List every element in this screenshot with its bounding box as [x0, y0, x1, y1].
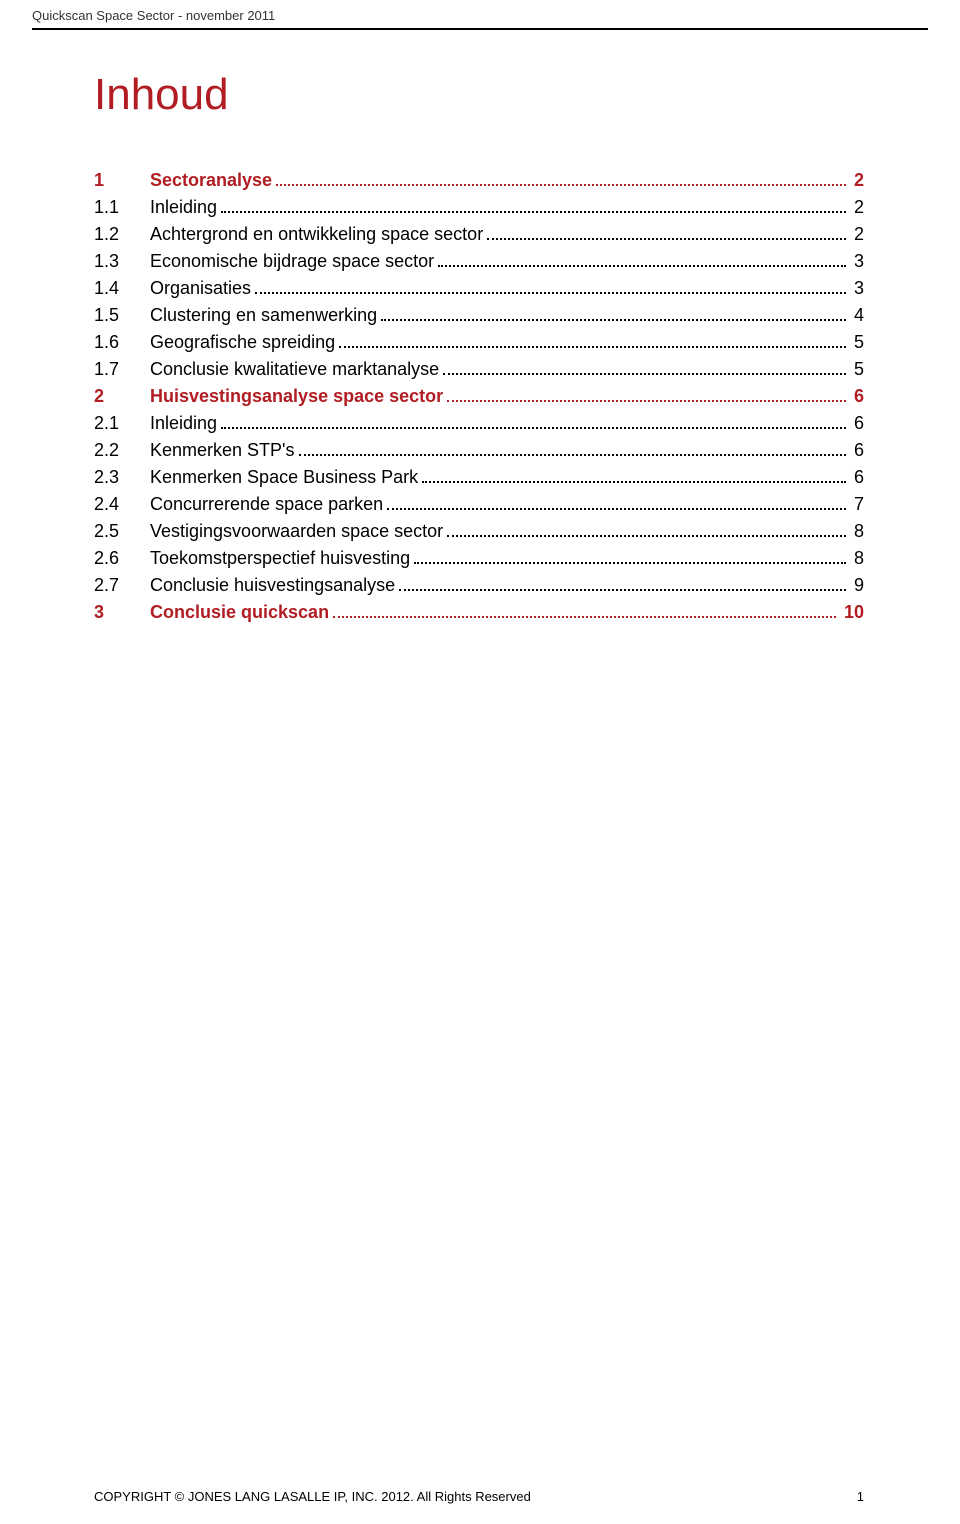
toc-leader-dots — [414, 562, 846, 564]
toc-leader-dots — [381, 319, 846, 321]
toc-number: 1.7 — [94, 359, 150, 380]
toc-page: 8 — [850, 548, 864, 569]
toc-number: 2.6 — [94, 548, 150, 569]
toc-entry[interactable]: 1.3Economische bijdrage space sector 3 — [94, 251, 864, 272]
toc-page: 10 — [840, 602, 864, 623]
toc-entry[interactable]: 1.4Organisaties 3 — [94, 278, 864, 299]
toc-entry[interactable]: 2Huisvestingsanalyse space sector 6 — [94, 386, 864, 407]
toc-entry[interactable]: 1.2Achtergrond en ontwikkeling space sec… — [94, 224, 864, 245]
header-text: Quickscan Space Sector - november 2011 — [32, 8, 275, 23]
toc-entry[interactable]: 1.5Clustering en samenwerking 4 — [94, 305, 864, 326]
toc-page: 6 — [850, 413, 864, 434]
toc-leader-dots — [221, 211, 846, 213]
toc-page: 6 — [850, 467, 864, 488]
toc-number: 1.4 — [94, 278, 150, 299]
toc-leader-dots — [487, 238, 846, 240]
toc-entry[interactable]: 1.1Inleiding 2 — [94, 197, 864, 218]
toc-leader-dots — [221, 427, 846, 429]
toc-number: 2.4 — [94, 494, 150, 515]
toc-leader-dots — [443, 373, 846, 375]
toc-number: 2.2 — [94, 440, 150, 461]
toc-label: Conclusie kwalitatieve marktanalyse — [150, 359, 439, 380]
toc-page: 2 — [850, 224, 864, 245]
page-title: Inhoud — [94, 70, 229, 120]
footer: COPYRIGHT © JONES LANG LASALLE IP, INC. … — [94, 1489, 864, 1504]
toc-label: Huisvestingsanalyse space sector — [150, 386, 443, 407]
toc-entry[interactable]: 2.5Vestigingsvoorwaarden space sector 8 — [94, 521, 864, 542]
toc-leader-dots — [399, 589, 846, 591]
toc-label: Conclusie quickscan — [150, 602, 329, 623]
toc-leader-dots — [299, 454, 846, 456]
toc-label: Geografische spreiding — [150, 332, 335, 353]
toc-page: 7 — [850, 494, 864, 515]
page: Quickscan Space Sector - november 2011 I… — [0, 0, 960, 1524]
toc-leader-dots — [438, 265, 846, 267]
toc-leader-dots — [447, 535, 846, 537]
toc-label: Inleiding — [150, 197, 217, 218]
copyright-text: COPYRIGHT © JONES LANG LASALLE IP, INC. … — [94, 1489, 531, 1504]
toc-number: 3 — [94, 602, 150, 623]
toc-leader-dots — [447, 400, 846, 402]
toc-label: Concurrerende space parken — [150, 494, 383, 515]
toc-page: 8 — [850, 521, 864, 542]
toc-page: 6 — [850, 386, 864, 407]
toc-number: 1.6 — [94, 332, 150, 353]
toc-label: Kenmerken STP's — [150, 440, 295, 461]
toc-entry[interactable]: 2.3Kenmerken Space Business Park 6 — [94, 467, 864, 488]
toc-page: 3 — [850, 251, 864, 272]
toc-page: 5 — [850, 332, 864, 353]
toc-label: Sectoranalyse — [150, 170, 272, 191]
toc-entry[interactable]: 2.7Conclusie huisvestingsanalyse 9 — [94, 575, 864, 596]
toc-number: 1.1 — [94, 197, 150, 218]
toc-page: 6 — [850, 440, 864, 461]
toc-page: 9 — [850, 575, 864, 596]
toc-number: 1.5 — [94, 305, 150, 326]
toc-label: Organisaties — [150, 278, 251, 299]
toc-leader-dots — [276, 184, 846, 186]
toc-leader-dots — [422, 481, 846, 483]
toc-number: 2.5 — [94, 521, 150, 542]
toc-entry[interactable]: 2.1Inleiding 6 — [94, 413, 864, 434]
toc-entry[interactable]: 2.2Kenmerken STP's 6 — [94, 440, 864, 461]
toc-entry[interactable]: 1.7Conclusie kwalitatieve marktanalyse 5 — [94, 359, 864, 380]
toc-entry[interactable]: 1Sectoranalyse 2 — [94, 170, 864, 191]
toc-label: Kenmerken Space Business Park — [150, 467, 418, 488]
toc-entry[interactable]: 2.6Toekomstperspectief huisvesting 8 — [94, 548, 864, 569]
toc-label: Inleiding — [150, 413, 217, 434]
toc-page: 4 — [850, 305, 864, 326]
toc-number: 2.1 — [94, 413, 150, 434]
toc-page: 5 — [850, 359, 864, 380]
toc-number: 2 — [94, 386, 150, 407]
table-of-contents: 1Sectoranalyse21.1Inleiding21.2Achtergro… — [94, 170, 864, 629]
toc-entry[interactable]: 2.4Concurrerende space parken 7 — [94, 494, 864, 515]
toc-page: 3 — [850, 278, 864, 299]
toc-leader-dots — [333, 616, 836, 618]
toc-page: 2 — [850, 197, 864, 218]
toc-number: 1.2 — [94, 224, 150, 245]
toc-number: 2.7 — [94, 575, 150, 596]
page-number: 1 — [857, 1489, 864, 1504]
toc-page: 2 — [850, 170, 864, 191]
toc-leader-dots — [387, 508, 846, 510]
toc-label: Vestigingsvoorwaarden space sector — [150, 521, 443, 542]
toc-label: Achtergrond en ontwikkeling space sector — [150, 224, 483, 245]
toc-number: 2.3 — [94, 467, 150, 488]
header-rule — [32, 28, 928, 30]
toc-entry[interactable]: 3Conclusie quickscan 10 — [94, 602, 864, 623]
toc-leader-dots — [255, 292, 846, 294]
toc-number: 1.3 — [94, 251, 150, 272]
toc-leader-dots — [339, 346, 846, 348]
toc-entry[interactable]: 1.6Geografische spreiding 5 — [94, 332, 864, 353]
toc-label: Toekomstperspectief huisvesting — [150, 548, 410, 569]
toc-number: 1 — [94, 170, 150, 191]
toc-label: Conclusie huisvestingsanalyse — [150, 575, 395, 596]
toc-label: Economische bijdrage space sector — [150, 251, 434, 272]
toc-label: Clustering en samenwerking — [150, 305, 377, 326]
